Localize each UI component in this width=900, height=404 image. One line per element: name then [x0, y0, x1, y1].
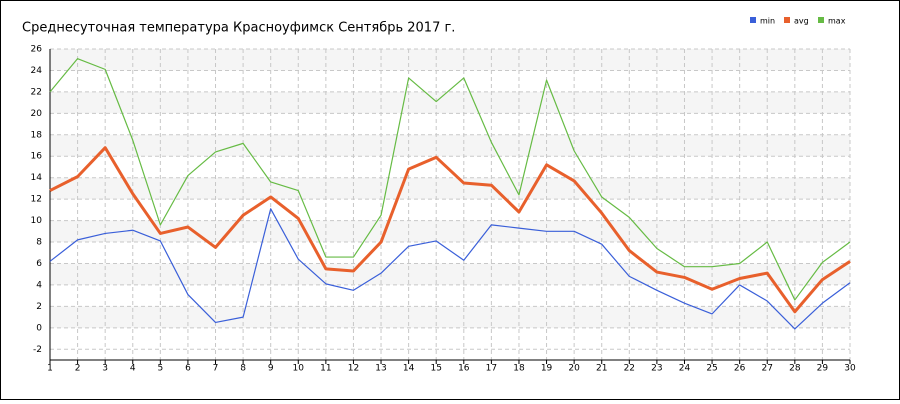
y-tick-label: 24 — [31, 66, 43, 76]
series-line — [49, 146, 851, 314]
y-tick-label: -2 — [33, 345, 42, 355]
x-tick-label: 27 — [762, 364, 773, 374]
y-tick-label: 8 — [36, 238, 42, 248]
band — [50, 220, 850, 243]
band — [50, 91, 850, 114]
y-tick-label: 0 — [36, 323, 42, 333]
legend-label: min — [760, 17, 775, 26]
x-tick-label: 24 — [679, 364, 691, 374]
series-line — [49, 208, 851, 330]
legend-label: avg — [794, 17, 809, 26]
y-tick-label: 6 — [36, 259, 42, 269]
x-tick-label: 15 — [430, 364, 441, 374]
y-tick-label: 20 — [31, 109, 43, 119]
x-tick-label: 29 — [817, 364, 829, 374]
x-tick-label: 18 — [513, 364, 525, 374]
legend-label: max — [828, 17, 846, 26]
x-tick-label: 3 — [102, 364, 108, 374]
x-tick-label: 28 — [789, 364, 801, 374]
x-tick-label: 11 — [320, 364, 331, 374]
y-tick-label: 4 — [36, 280, 42, 290]
y-tick-label: 10 — [31, 216, 43, 226]
x-tick-label: 9 — [268, 364, 274, 374]
x-tick-label: 25 — [706, 364, 717, 374]
x-tick-label: 12 — [348, 364, 359, 374]
x-tick-label: 8 — [240, 364, 246, 374]
y-tick-label: 22 — [31, 87, 42, 97]
y-tick-label: 18 — [31, 130, 43, 140]
x-tick-label: 2 — [75, 364, 81, 374]
y-tick-label: 2 — [36, 302, 42, 312]
series-line — [49, 58, 851, 301]
band — [50, 134, 850, 157]
legend-swatch — [750, 17, 756, 23]
x-tick-label: 10 — [293, 364, 305, 374]
x-tick-label: 26 — [734, 364, 746, 374]
x-tick-label: 22 — [624, 364, 635, 374]
x-tick-label: 1 — [47, 364, 53, 374]
x-tick-label: 6 — [185, 364, 191, 374]
x-tick-label: 13 — [375, 364, 386, 374]
y-tick-label: 12 — [31, 195, 42, 205]
x-tick-label: 7 — [213, 364, 219, 374]
legend-swatch — [784, 17, 790, 23]
band — [50, 306, 850, 328]
plot-bands — [50, 49, 850, 328]
y-tick-label: 16 — [31, 152, 43, 162]
chart-title: Среднесуточная температура Красноуфимск … — [22, 21, 455, 36]
y-tick-label: 26 — [31, 45, 43, 55]
x-tick-label: 21 — [596, 364, 607, 374]
x-tick-label: 4 — [130, 364, 136, 374]
band — [50, 263, 850, 285]
x-tick-label: 5 — [157, 364, 163, 374]
x-tick-label: 17 — [486, 364, 497, 374]
x-tick-label: 23 — [651, 364, 662, 374]
x-tick-label: 20 — [568, 364, 580, 374]
x-tick-label: 16 — [458, 364, 470, 374]
x-tick-label: 30 — [844, 364, 856, 374]
x-tick-label: 14 — [403, 364, 415, 374]
x-tick-label: 19 — [541, 364, 553, 374]
y-tick-label: 14 — [31, 173, 43, 183]
band — [50, 49, 850, 71]
legend-swatch — [818, 17, 824, 23]
band — [50, 177, 850, 200]
